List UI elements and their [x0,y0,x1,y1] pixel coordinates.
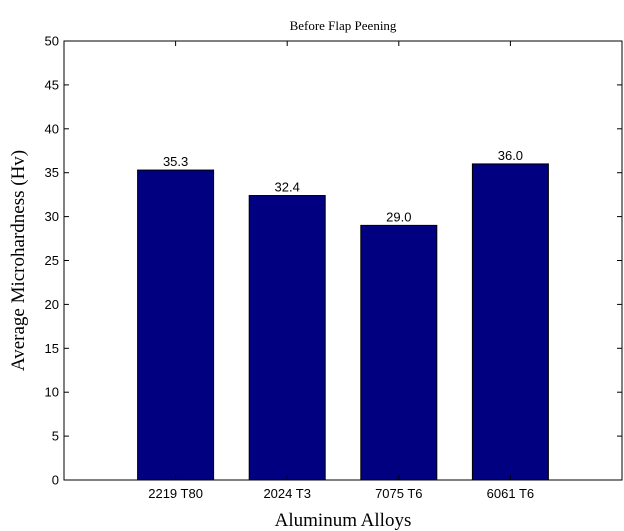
x-tick-label: 6061 T6 [487,486,534,501]
y-tick-label: 5 [52,429,59,444]
y-tick-label: 30 [45,209,59,224]
y-axis-label: Average Microhardness (Hv) [8,150,29,371]
bar [248,195,326,481]
bar [360,224,438,481]
y-tick-label: 40 [45,121,59,136]
y-tick-label: 50 [45,34,59,49]
x-tick-label: 2219 T80 [148,486,203,501]
chart-title: Before Flap Peening [290,18,397,33]
y-tick-label: 45 [45,77,59,92]
y-tick-label: 10 [45,385,59,400]
y-axis-ticks: 0 5 10 15 20 25 30 35 40 45 50 [45,34,622,488]
y-tick-label: 35 [45,165,59,180]
x-axis-label: Aluminum Alloys [275,510,412,531]
bar [471,163,549,481]
x-tick-label: 2024 T3 [263,486,310,501]
bar-value-label: 36.0 [498,148,523,163]
y-tick-label: 20 [45,297,59,312]
x-axis-ticks: 2219 T80 2024 T3 7075 T6 6061 T6 [148,41,534,501]
x-tick-label: 7075 T6 [375,486,422,501]
y-tick-label: 25 [45,253,59,268]
bars-group: 35.3 32.4 29.0 36.0 [137,148,549,481]
bar [137,169,215,481]
y-tick-label: 0 [52,473,59,488]
bar-value-label: 35.3 [163,154,188,169]
bar-value-label: 32.4 [275,180,300,195]
y-tick-label: 15 [45,341,59,356]
bar-value-label: 29.0 [386,209,411,224]
